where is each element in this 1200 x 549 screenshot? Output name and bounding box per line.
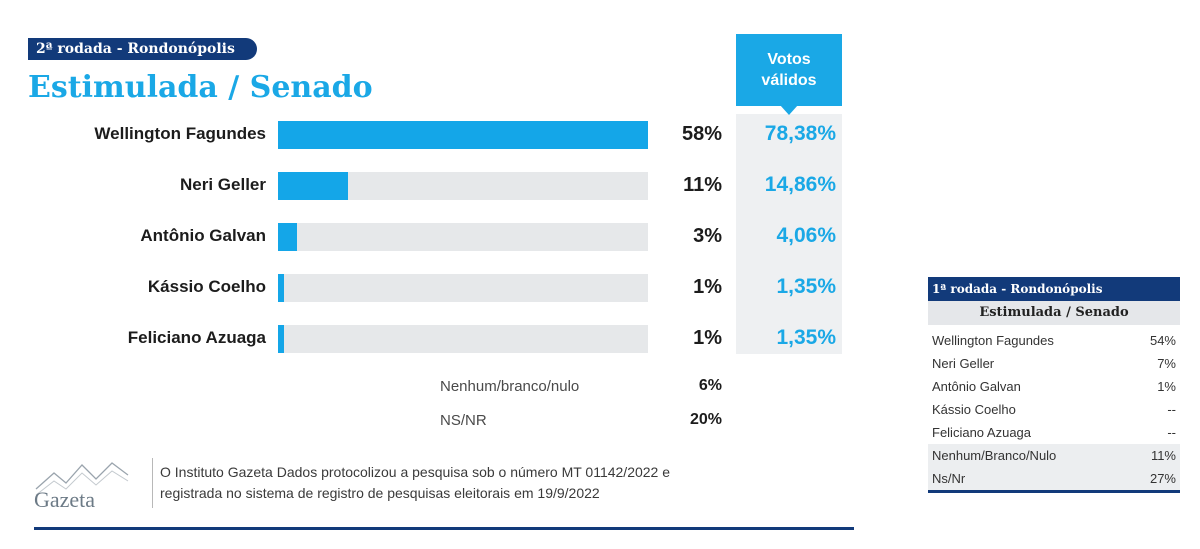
table-row: Ns/Nr 27%: [928, 467, 1180, 490]
candidate-label: Wellington Fagundes: [94, 124, 266, 143]
bar-value-label: 1%: [693, 276, 722, 298]
bar: [278, 274, 285, 302]
valid-votes-value: 78,38%: [764, 122, 836, 145]
candidate-label: Feliciano Azuaga: [127, 328, 266, 347]
valid-votes-value: 14,86%: [764, 173, 836, 196]
footnote: O Instituto Gazeta Dados protocolizou a …: [160, 462, 860, 504]
bar-track: [278, 172, 648, 200]
table-row: Kássio Coelho --: [928, 398, 1180, 421]
candidate-label: Kássio Coelho: [147, 277, 266, 296]
valid-votes-column-bg: [736, 114, 842, 354]
extra-value: 6%: [698, 377, 722, 394]
row-name: Antônio Galvan: [932, 379, 1021, 394]
row-name: Wellington Fagundes: [932, 333, 1054, 348]
valid-votes-label-line1: Votos: [767, 51, 811, 68]
bar-value-label: 1%: [693, 327, 722, 349]
bar-track: [278, 121, 648, 149]
bar-track: [278, 274, 648, 302]
row-value: 27%: [1149, 471, 1176, 486]
gazeta-logo: Gazeta: [34, 462, 129, 512]
logo-text: Gazeta: [34, 487, 95, 512]
row-value: 54%: [1149, 333, 1176, 348]
table-row: Nenhum/Branco/Nulo 11%: [928, 444, 1180, 467]
candidate-label: Neri Geller: [180, 175, 266, 194]
valid-votes-arrow-icon: [780, 105, 798, 115]
table-row: Wellington Fagundes 54%: [928, 329, 1180, 352]
table-row: Feliciano Azuaga --: [928, 421, 1180, 444]
bottom-rule: [34, 527, 854, 530]
bar: [278, 172, 349, 200]
bar-value-label: 3%: [693, 225, 722, 247]
valid-votes-value: 4,06%: [776, 224, 836, 247]
bar-track: [278, 325, 648, 353]
footnote-line: O Instituto Gazeta Dados protocolizou a …: [160, 464, 671, 480]
row-value: 7%: [1157, 356, 1176, 371]
chart-title: Estimulada / Senado: [28, 70, 373, 105]
extra-label: NS/NR: [440, 412, 487, 429]
bar-track: [278, 223, 648, 251]
bar: [278, 121, 648, 149]
row-name: Kássio Coelho: [932, 402, 1016, 417]
valid-votes-label-line2: válidos: [761, 72, 817, 89]
first-round-table: 1ª rodada - Rondonópolis Estimulada / Se…: [928, 277, 1180, 493]
row-name: Neri Geller: [932, 356, 995, 371]
table-bottom-rule: [928, 490, 1180, 493]
bar: [278, 325, 285, 353]
extra-label: Nenhum/branco/nulo: [440, 378, 580, 395]
bar-value-label: 58%: [681, 123, 722, 145]
bar-value-label: 11%: [683, 174, 722, 196]
table-row: Neri Geller 7%: [928, 352, 1180, 375]
candidate-label: Antônio Galvan: [140, 226, 266, 245]
row-value: 11%: [1150, 448, 1176, 463]
row-name: Feliciano Azuaga: [932, 425, 1032, 440]
row-value: --: [1167, 402, 1176, 417]
row-name: Nenhum/Branco/Nulo: [932, 448, 1057, 463]
footer-divider: [152, 458, 153, 508]
bar: [278, 223, 298, 251]
row-value: --: [1167, 425, 1176, 440]
extra-value: 20%: [689, 411, 722, 428]
round-badge: 2ª rodada - Rondonópolis: [28, 38, 257, 60]
table-title: Estimulada / Senado: [928, 301, 1180, 325]
valid-votes-value: 1,35%: [776, 275, 836, 298]
valid-votes-value: 1,35%: [776, 326, 836, 349]
row-value: 1%: [1157, 379, 1176, 394]
table-row: Antônio Galvan 1%: [928, 375, 1180, 398]
table-round-label: 1ª rodada - Rondonópolis: [928, 277, 1180, 301]
footnote-line: registrada no sistema de registro de pes…: [160, 485, 600, 501]
row-name: Ns/Nr: [932, 471, 966, 486]
valid-votes-header: Votos válidos: [736, 34, 842, 106]
